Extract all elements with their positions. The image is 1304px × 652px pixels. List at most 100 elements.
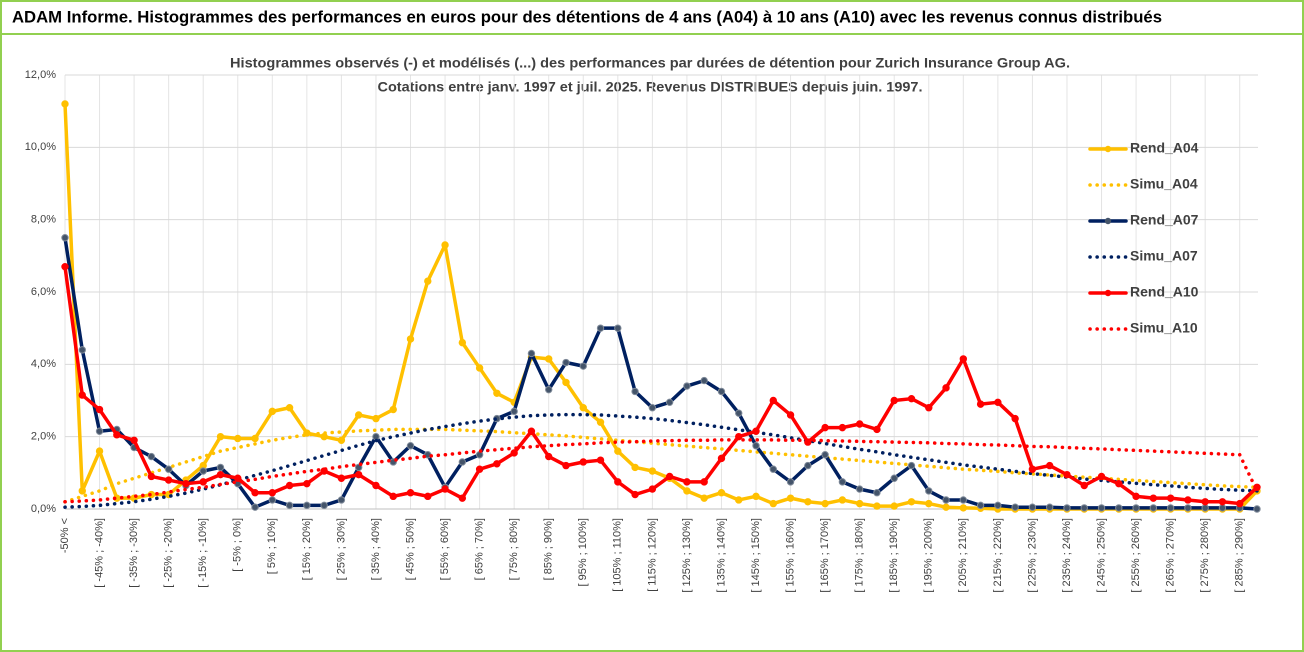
x-tick-label: [ 235% ; 240%] (1061, 518, 1073, 593)
data-point (786, 411, 795, 419)
data-point (251, 503, 259, 511)
x-tick-label: [ 65% ; 70%] (474, 518, 486, 580)
data-point (441, 241, 449, 249)
data-point (959, 504, 968, 512)
data-point (838, 423, 847, 432)
data-point (769, 499, 777, 508)
data-point (959, 496, 968, 504)
x-tick-label: [ 175% ; 180%] (854, 518, 866, 593)
data-point (752, 442, 760, 450)
data-point (268, 489, 277, 497)
x-tick-label: [ 155% ; 160%] (784, 518, 796, 593)
series-line (63, 412, 1259, 509)
data-point (907, 394, 916, 403)
data-point (873, 425, 881, 434)
chart-title: ADAM Informe. Histogrammes des performan… (12, 7, 1162, 26)
data-point (700, 494, 708, 502)
x-tick-label: [ 5% ; 10%] (266, 518, 278, 574)
data-point (683, 487, 691, 495)
data-point (890, 474, 898, 482)
data-point (717, 489, 726, 497)
data-point (1045, 503, 1054, 511)
data-point (458, 458, 467, 466)
data-point (493, 389, 501, 397)
data-point (61, 234, 69, 242)
data-point (890, 502, 898, 510)
data-point (579, 458, 587, 466)
x-tick-label: [ 105% ; 110%] (612, 518, 624, 592)
series-line (63, 236, 1259, 511)
x-tick-label: [ 35% ; 40%] (370, 518, 382, 580)
data-point (596, 418, 605, 426)
data-point (925, 404, 933, 412)
x-tick-label: -50% < (59, 518, 71, 553)
legend-label: Rend_A07 (1130, 212, 1199, 228)
legend-label: Simu_A04 (1130, 176, 1198, 192)
data-point (821, 451, 829, 459)
data-point (1080, 481, 1088, 490)
x-tick-label: [ 225% ; 230%] (1026, 518, 1038, 593)
data-point (234, 434, 242, 443)
data-point (406, 489, 415, 497)
data-point (1166, 504, 1175, 512)
data-point (372, 414, 380, 423)
data-point (147, 452, 156, 461)
x-tick-label: [ 95% ; 100%] (577, 518, 589, 587)
data-point (821, 423, 829, 432)
data-point (735, 496, 743, 504)
legend-label: Simu_A10 (1130, 320, 1198, 336)
data-point (614, 478, 622, 486)
data-point (182, 479, 190, 488)
data-point (303, 501, 311, 510)
data-point (406, 442, 415, 450)
data-point (786, 494, 795, 502)
data-point (873, 502, 881, 510)
x-tick-label: [ 135% ; 140%] (715, 518, 727, 593)
x-tick-label: [ 285% ; 290%] (1234, 518, 1246, 593)
data-point (164, 465, 173, 473)
data-point (717, 387, 726, 396)
data-point (441, 485, 449, 493)
data-point (976, 400, 985, 408)
data-point (130, 436, 138, 444)
data-point (1063, 470, 1071, 479)
data-point (216, 432, 225, 441)
legend-marker (1104, 145, 1112, 153)
data-point (545, 355, 553, 363)
data-point (562, 378, 570, 387)
data-point (752, 427, 760, 435)
data-point (95, 405, 104, 414)
data-point (735, 409, 743, 417)
data-point (942, 496, 950, 504)
data-point (337, 474, 346, 482)
data-point (251, 489, 259, 497)
x-tick-label: [ 15% ; 20%] (301, 518, 313, 580)
data-point (665, 472, 674, 481)
data-point (475, 364, 484, 372)
data-point (78, 391, 86, 399)
data-point (942, 503, 950, 511)
data-point (475, 451, 484, 459)
data-point (942, 384, 950, 392)
data-point (475, 465, 484, 473)
data-point (337, 436, 346, 444)
data-point (95, 427, 104, 435)
data-point (1115, 504, 1123, 512)
data-point (769, 465, 777, 473)
y-tick-label: 2,0% (31, 431, 56, 443)
data-point (61, 100, 69, 108)
data-point (199, 478, 207, 486)
y-tick-label: 6,0% (31, 286, 56, 298)
data-point (337, 496, 346, 504)
data-point (631, 387, 639, 396)
data-point (354, 411, 363, 419)
data-point (648, 467, 657, 475)
x-tick-label: [ 255% ; 260%] (1130, 518, 1142, 593)
data-point (216, 463, 225, 472)
x-tick-label: [ 145% ; 150%] (750, 518, 762, 593)
data-point (285, 481, 294, 490)
data-point (1201, 504, 1209, 512)
data-point (855, 420, 864, 428)
data-point (925, 499, 933, 508)
legend-label: Simu_A07 (1130, 248, 1198, 264)
